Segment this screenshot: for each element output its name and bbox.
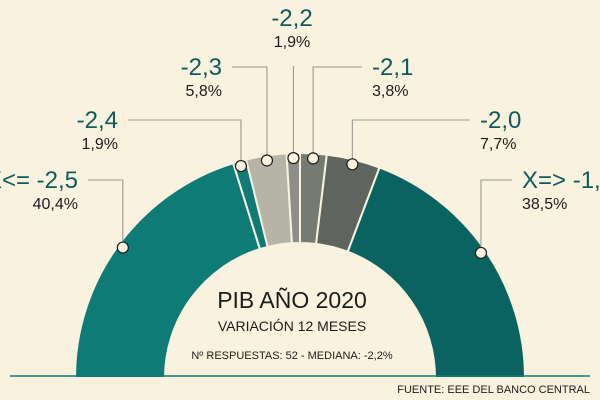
leader-line-5: [351, 119, 470, 165]
slice-marker-5: [346, 158, 359, 171]
slice-marker-2: [260, 154, 274, 167]
slice-label-3: -2,2: [271, 5, 312, 32]
slice-percent-4: 3,8%: [372, 83, 408, 100]
slice-marker-4: [307, 152, 320, 165]
slices-layer: [73, 151, 527, 379]
leader-line-4: [312, 66, 362, 159]
leader-line-2: [232, 66, 268, 161]
slice-label-0: X<= -2,5: [0, 167, 78, 194]
slice-label-4: -2,1: [372, 54, 413, 81]
leader-line-1: [128, 119, 242, 167]
slice-percent-2: 5,8%: [186, 83, 222, 100]
source-note: FUENTE: EEE DEL BANCO CENTRAL: [397, 384, 590, 396]
slice-percent-6: 38,5%: [522, 196, 567, 213]
slice-percent-1: 1,9%: [82, 136, 118, 153]
chart-subtitle: VARIACIÓN 12 MESES: [218, 318, 366, 334]
slice-6: [346, 166, 527, 379]
slice-0: [73, 161, 262, 379]
chart-title: PIB AÑO 2020: [217, 287, 367, 313]
leader-line-6: [480, 179, 512, 253]
slice-label-5: -2,0: [480, 107, 521, 134]
slice-marker-1: [234, 159, 248, 173]
slice-label-1: -2,4: [77, 107, 118, 134]
slice-marker-3: [287, 151, 300, 165]
leader-line-0: [88, 179, 124, 248]
slice-marker-0: [116, 241, 129, 254]
slice-percent-3: 1,9%: [274, 34, 310, 51]
chart-note: Nº RESPUESTAS: 52 - MEDIANA: -2,2%: [191, 350, 392, 362]
slice-label-2: -2,3: [181, 54, 222, 81]
callouts-layer: X<= -2,5 40,4% -2,4 1,9% -2,3 5,8% -2,2 1,9% -2,…: [0, 5, 600, 260]
slice-percent-0: 40,4%: [33, 196, 78, 213]
slice-percent-5: 7,7%: [480, 136, 516, 153]
slice-marker-6: [474, 246, 488, 260]
slice-label-6: X=> -1,9: [522, 167, 600, 194]
